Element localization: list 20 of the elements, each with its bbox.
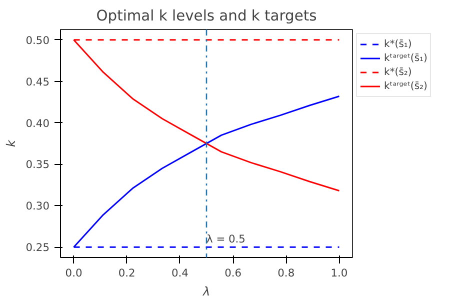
- chart-title: Optimal k levels and k targets: [96, 8, 317, 24]
- legend-label: kᵗᵃʳᵍᵉᵗ(s̄₁): [384, 52, 428, 65]
- ref-line-label: λ = 0.5: [206, 232, 246, 246]
- x-tick-label: 0.4: [171, 266, 189, 280]
- x-axis-title: λ: [202, 284, 210, 298]
- legend-label: k*(s̄₂): [384, 66, 412, 79]
- y-tick-label: 0.45: [26, 75, 50, 88]
- y-tick-label: 0.25: [26, 241, 50, 254]
- legend-label: kᵗᵃʳᵍᵉᵗ(s̄₂): [384, 80, 428, 93]
- legend-label: k*(s̄₁): [384, 38, 412, 51]
- x-tick-label: 0.8: [278, 266, 295, 280]
- y-tick-label: 0.35: [26, 158, 50, 172]
- y-tick-label: 0.30: [26, 200, 50, 213]
- y-tick-label: 0.50: [26, 34, 50, 47]
- x-tick-label: 1.0: [330, 266, 348, 280]
- x-tick-label: 0.6: [224, 266, 242, 280]
- x-tick-label: 0.2: [118, 266, 136, 280]
- x-tick-label: 0.0: [65, 266, 82, 280]
- y-axis-title: k: [4, 138, 18, 147]
- y-tick-label: 0.40: [26, 116, 50, 130]
